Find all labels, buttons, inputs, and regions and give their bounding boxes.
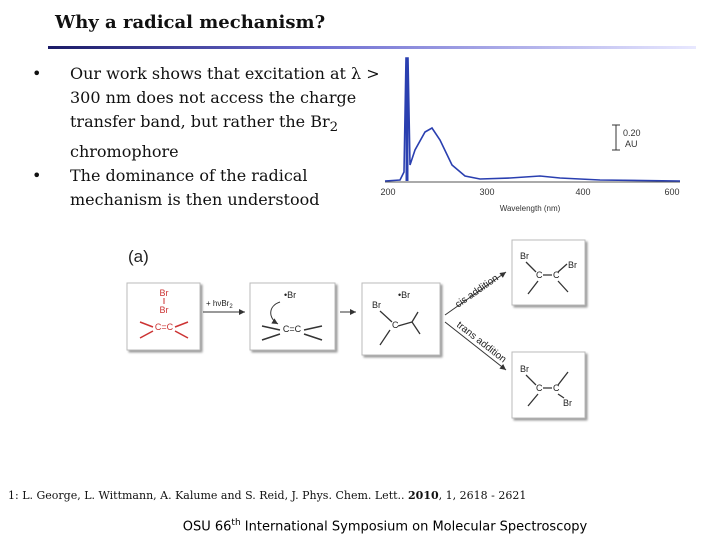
pathway-label: cis addition bbox=[453, 273, 500, 311]
atom-label: Br bbox=[563, 398, 572, 408]
footer-text: OSU 66 bbox=[182, 519, 232, 535]
slide-title: Why a radical mechanism? bbox=[55, 12, 326, 33]
box: Br •Br C bbox=[361, 282, 441, 356]
atom-label: C bbox=[553, 270, 560, 280]
footnote-text: 1: L. George, L. Wittmann, A. Kalume and… bbox=[8, 489, 409, 502]
footnote-text: , 1, 2618 - 2621 bbox=[438, 489, 527, 502]
panel-label: (a) bbox=[128, 247, 149, 266]
scale-value: 0.20 bbox=[623, 128, 641, 138]
atom-label: Br bbox=[568, 260, 577, 270]
atom-label: C=C bbox=[155, 322, 174, 332]
step-text: Br bbox=[221, 299, 229, 308]
x-tick-label: 600 bbox=[664, 187, 679, 197]
atom-label: C bbox=[536, 383, 543, 393]
box: Br Br C C bbox=[511, 239, 586, 306]
footnote-year: 2010 bbox=[408, 489, 439, 502]
atom-label: •Br bbox=[398, 290, 410, 300]
scale-unit: AU bbox=[625, 139, 638, 149]
bullet-list: Our work shows that excitation at λ > 30… bbox=[28, 62, 390, 212]
x-tick-label: 200 bbox=[380, 187, 395, 197]
atom-label: C bbox=[536, 270, 543, 280]
box: Br Br C C bbox=[511, 351, 586, 419]
box: •Br C=C bbox=[249, 282, 336, 351]
atom-label: Br bbox=[372, 300, 381, 310]
subscript: 2 bbox=[229, 304, 233, 310]
scale-bar bbox=[612, 124, 620, 151]
bullet: The dominance of the radical mechanism i… bbox=[32, 164, 390, 212]
bullet-text: Our work shows that excitation at λ > 30… bbox=[70, 64, 380, 131]
atom-label: C=C bbox=[283, 324, 302, 334]
superscript: th bbox=[231, 518, 241, 528]
title-rule bbox=[48, 46, 696, 49]
atom-label: Br bbox=[160, 305, 169, 315]
spectrum-curve bbox=[384, 57, 681, 182]
atom-label: C bbox=[553, 383, 560, 393]
footer-text: International Symposium on Molecular Spe… bbox=[240, 519, 588, 535]
step-text: + hν bbox=[206, 299, 221, 308]
footnote: 1: L. George, L. Wittmann, A. Kalume and… bbox=[8, 489, 526, 502]
x-axis-label: Wavelength (nm) bbox=[500, 204, 561, 213]
step-label: + hνBr2 bbox=[206, 299, 233, 310]
spectrum: 200 300 400 600 Wavelength (nm) 0.20 AU bbox=[380, 57, 681, 213]
atom-label: •Br bbox=[284, 290, 296, 300]
scheme: (a) Br Br C=C + hνBr2 •Br C=C Br •Br C bbox=[126, 239, 586, 419]
x-tick-label: 300 bbox=[479, 187, 494, 197]
footer: OSU 66th International Symposium on Mole… bbox=[0, 518, 720, 534]
box: Br Br C=C bbox=[126, 282, 201, 351]
bullet-text: chromophore bbox=[70, 142, 179, 162]
bullet: Our work shows that excitation at λ > 30… bbox=[32, 62, 390, 164]
subscript: 2 bbox=[329, 120, 339, 136]
atom-label: Br bbox=[160, 288, 169, 298]
atom-label: Br bbox=[520, 364, 529, 374]
x-tick-label: 400 bbox=[575, 187, 590, 197]
pathway-label: trans addition bbox=[454, 320, 508, 366]
atom-label: C bbox=[392, 320, 399, 330]
bullet-text: The dominance of the radical mechanism i… bbox=[70, 166, 320, 210]
atom-label: Br bbox=[520, 251, 529, 261]
